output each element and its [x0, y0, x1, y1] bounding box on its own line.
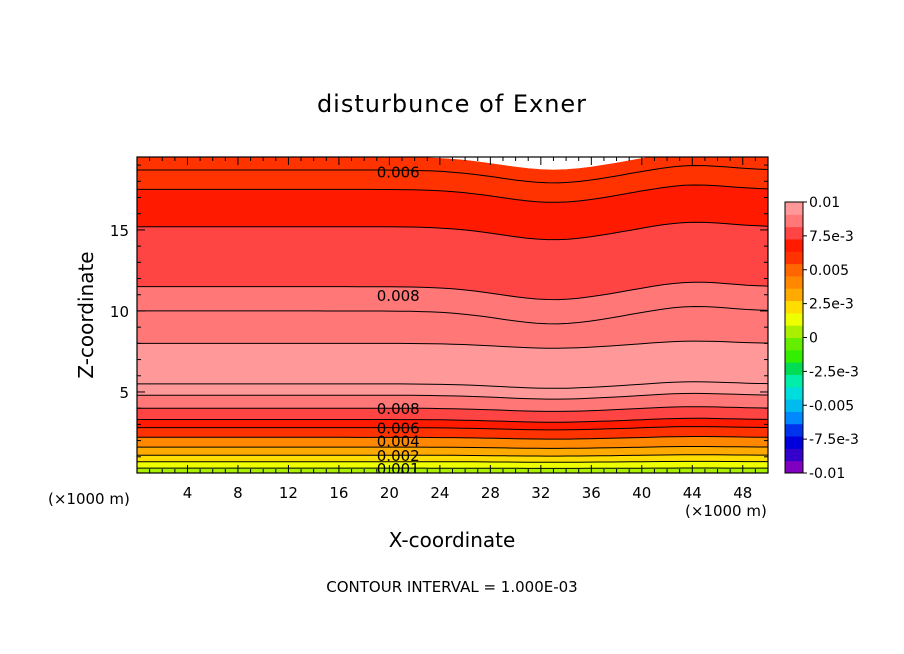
x-tick-label: 16: [329, 484, 348, 502]
contour-line: [137, 460, 768, 463]
contour-band: [137, 461, 768, 469]
colorbar-label: -2.5e-3: [809, 364, 859, 380]
colorbar-swatch: [785, 300, 803, 314]
x-tick-label: 28: [481, 484, 500, 502]
contour-line: [137, 221, 768, 241]
contour-label: 0.006: [377, 420, 420, 438]
contour-label: 0.002: [377, 447, 420, 465]
y-tick-label: 15: [110, 222, 129, 240]
contour-label: 0.001: [377, 460, 420, 478]
x-tick-label: 12: [279, 484, 298, 502]
x-tick-label: 36: [582, 484, 601, 502]
contour-line: [137, 392, 768, 400]
colorbar-swatch: [785, 202, 803, 215]
colorbar-swatch: [785, 288, 803, 302]
colorbar-label: -0.005: [809, 398, 854, 414]
contour-line: [137, 454, 768, 457]
colorbar-swatch: [785, 226, 803, 240]
x-tick-label: 20: [380, 484, 399, 502]
colorbar-swatch: [785, 436, 803, 449]
contour-line: [137, 446, 768, 449]
contour-line: [137, 406, 768, 412]
y-tick-label: 5: [119, 384, 129, 402]
contour-line: [137, 417, 768, 423]
colorbar-label: -7.5e-3: [809, 432, 859, 448]
x-tick-label: 24: [430, 484, 449, 502]
colorbar-swatch: [785, 238, 803, 252]
x-tick-label: 44: [683, 484, 702, 502]
contour-line: [137, 381, 768, 389]
colorbar-swatch: [785, 362, 803, 375]
colorbar-label: -0.01: [809, 466, 845, 482]
contour-label: 0.008: [377, 287, 420, 305]
colorbar-label: 0: [809, 331, 818, 347]
x-axis-label: X-coordinate: [389, 528, 516, 552]
colorbar-swatch: [785, 325, 803, 338]
x-tick-label: 40: [632, 484, 651, 502]
colorbar-label: 0.005: [809, 263, 849, 279]
colorbar-swatch: [785, 275, 803, 289]
x-tick-label: 8: [233, 484, 243, 502]
contour-label: 0.004: [377, 433, 420, 451]
colorbar-swatch: [785, 312, 803, 326]
x-tick-label: 32: [531, 484, 550, 502]
colorbar-swatch: [785, 460, 803, 474]
contour-line: [137, 436, 768, 440]
colorbar-swatch: [785, 386, 803, 400]
x-tick-label: 48: [733, 484, 752, 502]
colorbar-swatch: [785, 411, 803, 425]
colorbar-label: 2.5e-3: [809, 297, 854, 313]
y-axis-label: Z-coordinate: [74, 251, 98, 378]
x-unit-left: (×1000 m): [48, 490, 130, 508]
colorbar-swatch: [785, 263, 803, 277]
chart-title: disturbunce of Exner: [317, 90, 587, 118]
contour-line: [137, 426, 768, 431]
contour-line: [137, 340, 768, 349]
y-axis: 5 10 15: [110, 164, 768, 458]
colorbar-label: 7.5e-3: [809, 229, 854, 245]
contour-interval-note: CONTOUR INTERVAL = 1.000E-03: [326, 578, 577, 596]
x-tick-label: 4: [183, 484, 193, 502]
colorbar-swatch: [785, 374, 803, 388]
contour-line: [137, 164, 768, 184]
colorbar-swatch: [785, 349, 803, 363]
x-axis: 4 8 12 16 20 24 28 32 36 40 44 48: [149, 157, 756, 502]
contour-label: 0.008: [377, 400, 420, 418]
colorbar-label: 0.01: [809, 195, 840, 211]
y-tick-label: 10: [110, 303, 129, 321]
colorbar-swatch: [785, 214, 803, 228]
colorbar: 0.01 7.5e-3 0.005 2.5e-3 0 -2.5e-3 -0.005 -7.5e…: [784, 195, 859, 482]
contour-line: [137, 305, 768, 325]
contour-band: [137, 340, 768, 389]
contour-line: [137, 184, 768, 203]
colorbar-swatch: [785, 448, 803, 462]
x-unit-right: (×1000 m): [685, 502, 767, 520]
colorbar-swatch: [785, 423, 803, 437]
colorbar-swatch: [785, 399, 803, 412]
contour-label: 0.006: [377, 164, 420, 182]
colorbar-swatch: [785, 337, 803, 351]
colorbar-swatch: [785, 251, 803, 265]
contour-line: [137, 281, 768, 301]
